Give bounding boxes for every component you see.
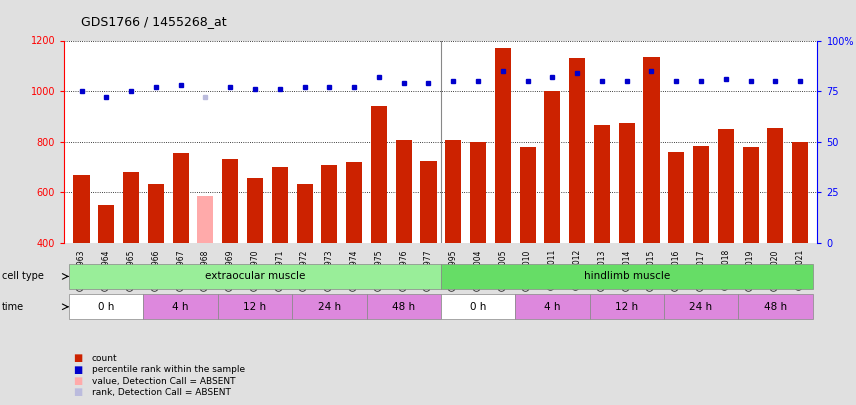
- Text: GDS1766 / 1455268_at: GDS1766 / 1455268_at: [81, 15, 227, 28]
- Bar: [321, 164, 337, 243]
- Text: hindlimb muscle: hindlimb muscle: [584, 271, 669, 281]
- Bar: [515, 294, 590, 320]
- Text: rank, Detection Call = ABSENT: rank, Detection Call = ABSENT: [92, 388, 230, 397]
- Bar: [346, 162, 362, 243]
- Bar: [445, 141, 461, 243]
- Bar: [693, 145, 709, 243]
- Bar: [767, 128, 783, 243]
- Text: 0 h: 0 h: [98, 302, 115, 312]
- Bar: [742, 147, 758, 243]
- Bar: [664, 294, 738, 320]
- Bar: [144, 294, 217, 320]
- Bar: [544, 91, 561, 243]
- Bar: [223, 160, 238, 243]
- Text: 24 h: 24 h: [318, 302, 341, 312]
- Bar: [371, 107, 387, 243]
- Bar: [292, 294, 366, 320]
- Bar: [441, 294, 515, 320]
- Text: extraocular muscle: extraocular muscle: [205, 271, 306, 281]
- Text: 24 h: 24 h: [689, 302, 712, 312]
- Text: count: count: [92, 354, 117, 363]
- Bar: [470, 142, 486, 243]
- Bar: [98, 205, 115, 243]
- Bar: [441, 264, 812, 289]
- Text: percentile rank within the sample: percentile rank within the sample: [92, 365, 245, 374]
- Bar: [644, 57, 659, 243]
- Bar: [395, 141, 412, 243]
- Bar: [123, 172, 140, 243]
- Bar: [69, 264, 441, 289]
- Bar: [590, 294, 664, 320]
- Bar: [271, 167, 288, 243]
- Bar: [198, 196, 213, 243]
- Bar: [69, 294, 144, 320]
- Text: ■: ■: [73, 388, 82, 397]
- Bar: [569, 58, 586, 243]
- Text: 4 h: 4 h: [544, 302, 561, 312]
- Bar: [669, 152, 684, 243]
- Text: 4 h: 4 h: [172, 302, 189, 312]
- Bar: [619, 123, 635, 243]
- Text: ■: ■: [73, 376, 82, 386]
- Bar: [74, 175, 90, 243]
- Bar: [247, 179, 263, 243]
- Bar: [366, 294, 441, 320]
- Text: 0 h: 0 h: [470, 302, 486, 312]
- Text: 12 h: 12 h: [243, 302, 266, 312]
- Bar: [173, 153, 188, 243]
- Text: 48 h: 48 h: [392, 302, 415, 312]
- Text: value, Detection Call = ABSENT: value, Detection Call = ABSENT: [92, 377, 235, 386]
- Bar: [217, 294, 292, 320]
- Bar: [738, 294, 812, 320]
- Bar: [148, 183, 164, 243]
- Bar: [717, 129, 734, 243]
- Bar: [792, 142, 808, 243]
- Text: 48 h: 48 h: [764, 302, 787, 312]
- Text: time: time: [2, 302, 24, 312]
- Text: cell type: cell type: [2, 271, 44, 281]
- Bar: [296, 183, 312, 243]
- Text: ■: ■: [73, 354, 82, 363]
- Bar: [520, 147, 536, 243]
- Bar: [594, 125, 610, 243]
- Text: 12 h: 12 h: [615, 302, 639, 312]
- Bar: [495, 48, 511, 243]
- Bar: [420, 161, 437, 243]
- Text: ■: ■: [73, 365, 82, 375]
